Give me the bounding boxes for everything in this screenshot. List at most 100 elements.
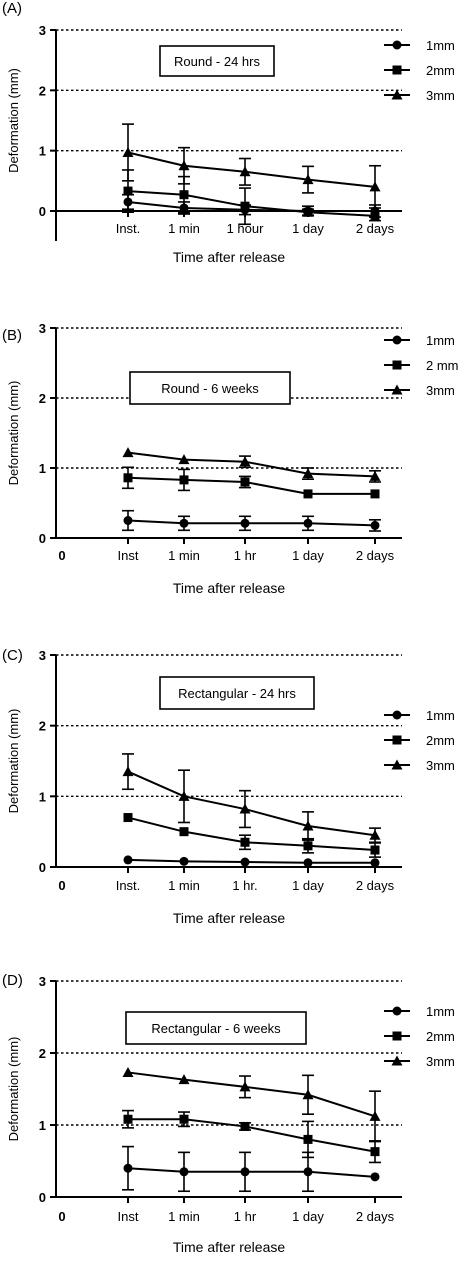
data-point <box>370 211 380 221</box>
y-axis-label: Deformation (mm) <box>6 1037 21 1142</box>
data-point <box>122 766 134 777</box>
legend-label: 3mm <box>426 383 455 398</box>
y-tick-label: 2 <box>39 719 46 734</box>
legend-label: 3mm <box>426 1054 455 1069</box>
data-point <box>178 160 190 171</box>
y-axis-label: Deformation (mm) <box>6 68 21 173</box>
data-point <box>370 489 380 499</box>
data-point <box>302 468 314 479</box>
data-point <box>179 475 189 485</box>
x-tick-label: 1 day <box>292 1209 324 1224</box>
chart-title: Rectangular - 6 weeks <box>151 1021 281 1036</box>
legend-marker <box>392 710 402 720</box>
data-point <box>123 1163 133 1173</box>
chart-panel-c: (C) 0 1 2 3 Deformation (mm) Inst. 1 min 1 hr. 1 … <box>0 640 474 940</box>
data-point <box>179 856 189 866</box>
data-point <box>123 813 133 823</box>
data-point <box>178 790 190 801</box>
chart-panel-d: (D) 0 1 2 3 Deformation (mm) Inst 1 min 1 hr 1 da… <box>0 965 474 1260</box>
data-point <box>370 1172 380 1182</box>
y-tick-label: 1 <box>39 1118 46 1133</box>
panel-label: (A) <box>2 0 22 17</box>
panel-label: (C) <box>2 647 23 664</box>
chart-title-box <box>129 371 291 405</box>
y-tick-label: 1 <box>39 144 46 159</box>
data-point <box>370 520 380 530</box>
x-tick-label: 1 min <box>168 221 200 236</box>
x-tick-label: 2 days <box>356 221 395 236</box>
data-point <box>178 1074 190 1085</box>
data-point <box>240 1167 250 1177</box>
data-point <box>122 1066 134 1077</box>
series-line <box>127 476 375 495</box>
y-tick-label: 0 <box>39 531 46 546</box>
data-point <box>239 166 251 177</box>
legend-label: 2mm <box>426 1029 455 1044</box>
y-tick-label: 2 <box>39 83 46 98</box>
legend-marker <box>391 384 403 395</box>
series-line <box>127 190 376 217</box>
x-tick-label: 2 days <box>356 1209 395 1224</box>
series-line <box>127 1071 376 1118</box>
series-line <box>127 451 376 478</box>
x-tick-label: 1 min <box>168 878 200 893</box>
legend-label: 3mm <box>426 88 455 103</box>
data-point <box>303 489 313 499</box>
legend-marker <box>392 335 402 345</box>
chart-title: Round - 6 weeks <box>161 381 259 396</box>
data-point <box>239 1081 251 1092</box>
legend-label: 2mm <box>426 63 455 78</box>
data-point <box>370 845 380 855</box>
y-tick-label: 0 <box>39 860 46 875</box>
legend-marker <box>392 40 402 50</box>
chart-title-box <box>125 1011 307 1045</box>
chart-panel-a: (A) 0 1 2 3 Deformation (mm) Inst. 1 min 1 hour 1… <box>0 0 474 270</box>
data-point <box>179 190 189 200</box>
data-point <box>123 1114 133 1124</box>
x-tick-label: 1 day <box>292 548 324 563</box>
legend-label: 2mm <box>426 733 455 748</box>
data-point <box>370 858 380 868</box>
data-point <box>303 1134 313 1144</box>
y-tick-label: 0 <box>39 204 46 219</box>
data-point <box>123 855 133 865</box>
data-point <box>369 470 381 481</box>
data-point <box>302 1089 314 1100</box>
data-point <box>122 146 134 157</box>
x-tick-label: Inst. <box>116 878 141 893</box>
x-tick-label: 2 days <box>356 548 395 563</box>
legend-marker <box>392 360 402 370</box>
series-line <box>127 816 376 852</box>
y-tick-label: 1 <box>39 789 46 804</box>
series-line <box>128 1118 376 1153</box>
data-point <box>369 829 381 840</box>
data-point <box>240 477 250 487</box>
x-tick-label: 1 min <box>168 1209 200 1224</box>
y-tick-label: 1 <box>39 461 46 476</box>
x-zero-label: 0 <box>58 1209 65 1224</box>
panel-label: (D) <box>2 972 23 989</box>
legend-label: 1mm <box>426 333 455 348</box>
data-point <box>240 857 250 867</box>
x-tick-label: 1 hr. <box>232 878 257 893</box>
chart-title: Round - 24 hrs <box>174 54 260 69</box>
legend-marker <box>392 65 402 75</box>
legend-marker <box>391 1055 403 1066</box>
data-point <box>123 186 133 196</box>
series-line <box>127 858 375 864</box>
data-point <box>240 1121 250 1131</box>
data-point <box>303 1167 313 1177</box>
legend-marker <box>392 1031 402 1041</box>
chart-svg-a: (A) 0 1 2 3 Deformation (mm) Inst. 1 min 1 hour 1… <box>2 0 455 265</box>
y-axis-label: Deformation (mm) <box>6 709 21 814</box>
legend-label: 2 mm <box>426 358 459 373</box>
data-point <box>240 201 250 211</box>
y-tick-label: 0 <box>39 1190 46 1205</box>
legend-label: 3mm <box>426 758 455 773</box>
x-axis-label: Time after release <box>173 910 286 926</box>
chart-panel-b: (B) 0 1 2 3 Deformation (mm) Inst 1 min 1 hr 1 da… <box>0 320 474 610</box>
y-tick-label: 3 <box>39 321 46 336</box>
x-zero-label: 0 <box>58 878 65 893</box>
data-point <box>303 858 313 868</box>
x-tick-label: 2 days <box>356 878 395 893</box>
